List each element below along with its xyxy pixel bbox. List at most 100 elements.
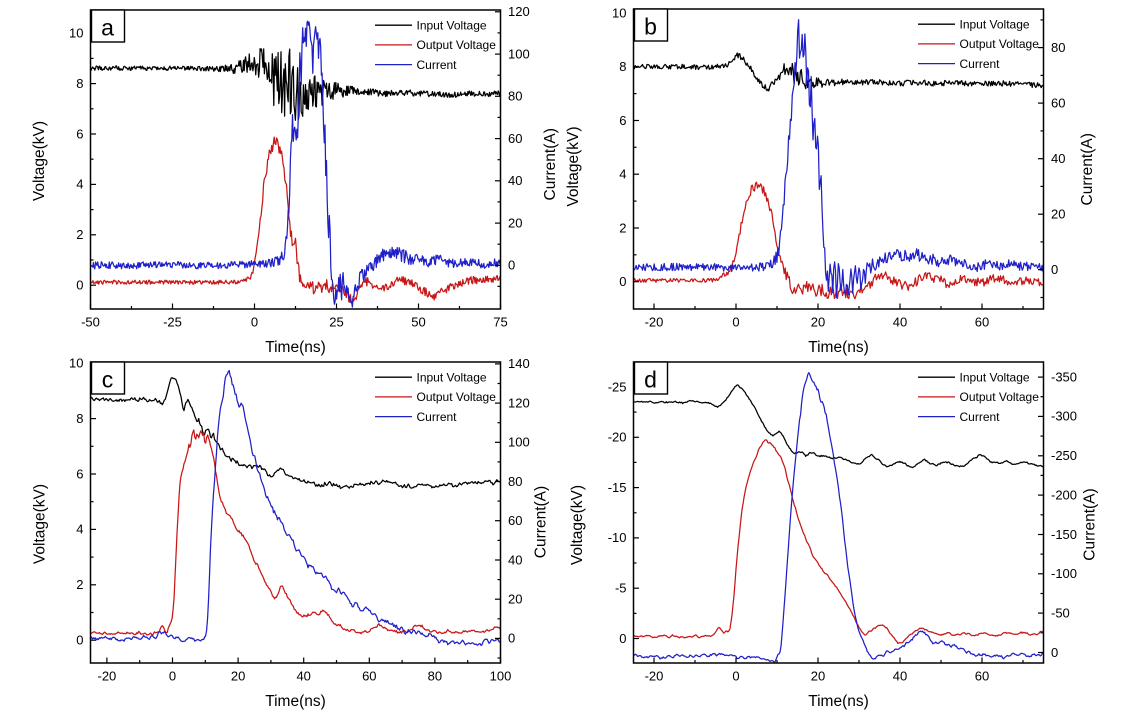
svg-text:Output Voltage: Output Voltage [960, 390, 1040, 404]
svg-text:0: 0 [619, 274, 626, 289]
svg-text:140: 140 [508, 356, 530, 371]
svg-text:Input Voltage: Input Voltage [960, 371, 1030, 385]
svg-text:4: 4 [76, 522, 83, 537]
svg-text:20: 20 [811, 669, 825, 684]
svg-text:Current(A): Current(A) [542, 128, 559, 200]
svg-text:Current: Current [960, 410, 1001, 424]
svg-text:40: 40 [893, 669, 907, 684]
svg-text:60: 60 [508, 513, 522, 528]
svg-text:40: 40 [296, 669, 310, 684]
svg-text:0: 0 [508, 258, 515, 273]
svg-text:Input Voltage: Input Voltage [417, 19, 487, 33]
svg-text:b: b [644, 14, 657, 40]
svg-text:8: 8 [76, 76, 83, 91]
svg-text:Time(ns): Time(ns) [265, 693, 326, 710]
svg-text:a: a [101, 15, 114, 41]
svg-text:20: 20 [508, 215, 522, 230]
svg-text:8: 8 [76, 411, 83, 426]
svg-text:Time(ns): Time(ns) [265, 339, 326, 356]
svg-text:-20: -20 [98, 669, 117, 684]
svg-text:Output Voltage: Output Voltage [960, 37, 1040, 51]
svg-text:80: 80 [428, 669, 442, 684]
svg-text:100: 100 [508, 435, 530, 450]
svg-text:-150: -150 [1051, 527, 1077, 542]
svg-text:0: 0 [619, 631, 626, 646]
svg-text:Output Voltage: Output Voltage [417, 390, 497, 404]
svg-text:40: 40 [893, 315, 907, 330]
svg-text:4: 4 [619, 167, 626, 182]
svg-text:20: 20 [508, 592, 522, 607]
svg-text:50: 50 [411, 315, 425, 330]
svg-text:75: 75 [493, 315, 507, 330]
svg-text:100: 100 [490, 669, 512, 684]
svg-text:-200: -200 [1051, 487, 1077, 502]
svg-text:25: 25 [329, 315, 343, 330]
svg-text:100: 100 [508, 46, 530, 61]
svg-text:-20: -20 [608, 430, 627, 445]
svg-text:-50: -50 [1051, 605, 1070, 620]
svg-text:-10: -10 [608, 530, 627, 545]
svg-text:120: 120 [508, 395, 530, 410]
svg-text:Voltage(kV): Voltage(kV) [31, 121, 48, 201]
svg-text:60: 60 [1051, 95, 1065, 110]
svg-text:6: 6 [76, 126, 83, 141]
svg-text:0: 0 [732, 669, 739, 684]
svg-text:10: 10 [69, 356, 83, 371]
svg-text:Time(ns): Time(ns) [808, 693, 869, 710]
svg-text:Voltage(kV): Voltage(kV) [565, 126, 582, 206]
svg-text:Time(ns): Time(ns) [808, 339, 869, 356]
svg-text:0: 0 [76, 278, 83, 293]
svg-text:10: 10 [612, 5, 626, 20]
svg-text:6: 6 [619, 113, 626, 128]
svg-text:20: 20 [231, 669, 245, 684]
svg-text:-5: -5 [615, 581, 627, 596]
svg-text:-300: -300 [1051, 409, 1077, 424]
svg-text:40: 40 [508, 552, 522, 567]
svg-text:Current: Current [417, 410, 458, 424]
svg-text:Voltage(kV): Voltage(kV) [31, 484, 48, 564]
svg-text:Input Voltage: Input Voltage [417, 371, 487, 385]
svg-text:0: 0 [1051, 262, 1058, 277]
svg-text:-50: -50 [81, 315, 100, 330]
svg-text:0: 0 [76, 633, 83, 648]
svg-text:-20: -20 [645, 669, 664, 684]
svg-text:Voltage(kV): Voltage(kV) [569, 485, 586, 565]
svg-text:4: 4 [76, 177, 83, 192]
svg-text:Output Voltage: Output Voltage [417, 38, 497, 52]
svg-text:8: 8 [619, 59, 626, 74]
svg-text:d: d [644, 367, 657, 393]
svg-text:Current: Current [960, 57, 1001, 71]
svg-text:-20: -20 [645, 315, 664, 330]
svg-text:-25: -25 [608, 379, 627, 394]
svg-text:6: 6 [76, 466, 83, 481]
svg-text:Input Voltage: Input Voltage [960, 18, 1030, 32]
svg-text:-250: -250 [1051, 448, 1077, 463]
svg-text:-25: -25 [163, 315, 182, 330]
svg-text:0: 0 [508, 631, 515, 646]
svg-text:c: c [102, 367, 114, 393]
svg-text:2: 2 [76, 577, 83, 592]
svg-text:2: 2 [76, 227, 83, 242]
svg-text:0: 0 [251, 315, 258, 330]
svg-text:40: 40 [1051, 151, 1065, 166]
svg-text:80: 80 [508, 474, 522, 489]
svg-text:2: 2 [619, 220, 626, 235]
svg-text:60: 60 [975, 315, 989, 330]
svg-text:20: 20 [1051, 207, 1065, 222]
svg-text:0: 0 [732, 315, 739, 330]
svg-text:Current(A): Current(A) [533, 486, 550, 558]
svg-text:60: 60 [508, 131, 522, 146]
svg-text:-15: -15 [608, 480, 627, 495]
svg-text:-100: -100 [1051, 566, 1077, 581]
svg-text:20: 20 [811, 315, 825, 330]
svg-text:60: 60 [362, 669, 376, 684]
svg-text:Current: Current [417, 58, 458, 72]
svg-text:40: 40 [508, 173, 522, 188]
svg-text:0: 0 [1051, 645, 1058, 660]
svg-text:Current(A): Current(A) [1082, 488, 1099, 560]
svg-text:120: 120 [508, 4, 530, 19]
svg-text:10: 10 [69, 26, 83, 41]
svg-text:-350: -350 [1051, 369, 1077, 384]
svg-text:60: 60 [975, 669, 989, 684]
svg-text:80: 80 [508, 89, 522, 104]
